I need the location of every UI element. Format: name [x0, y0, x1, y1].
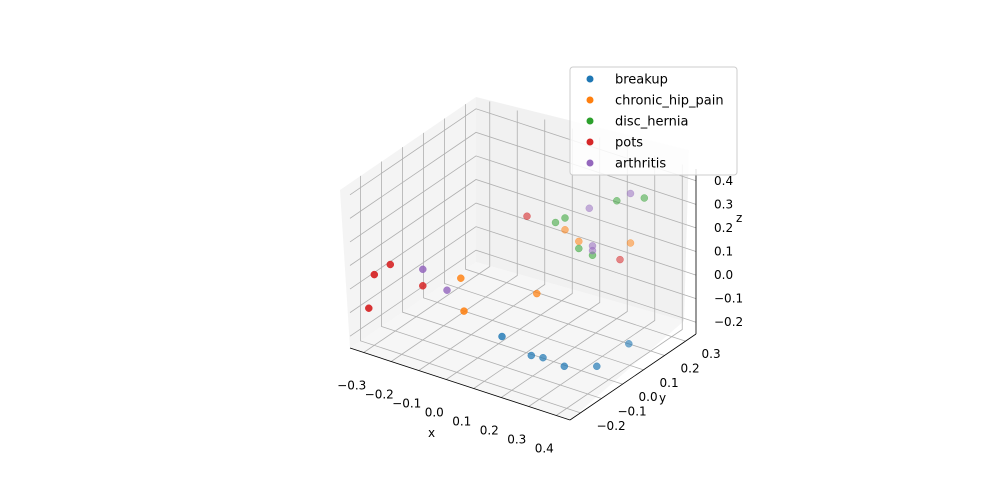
grid-lines	[349, 101, 697, 416]
point-arthritis	[419, 265, 427, 274]
grid-line-z	[349, 131, 697, 219]
point-breakup	[527, 351, 536, 360]
pane-left-wall	[340, 97, 476, 348]
legend-box	[569, 66, 738, 176]
y-tick-label: −0.1	[618, 405, 647, 419]
legend-marker-breakup	[586, 75, 594, 83]
x-tick-label: 0.0	[425, 406, 444, 420]
z-tick-label: 0.1	[714, 245, 733, 259]
point-breakup	[539, 353, 547, 362]
grid-line-x	[473, 137, 601, 389]
tick-labels: −0.3−0.2−0.10.00.10.20.30.4−0.2−0.10.00.…	[337, 174, 743, 456]
grid-line-y	[381, 161, 602, 399]
grid-line-z	[349, 155, 697, 243]
grid-line-x	[446, 128, 573, 380]
point-disc-hernia	[551, 218, 560, 227]
y-tick-label: 0.1	[660, 376, 679, 390]
point-pots	[365, 304, 373, 312]
grid-line-y	[402, 147, 623, 385]
point-pots	[523, 212, 531, 220]
point-pots	[616, 255, 624, 264]
grid-line-y	[465, 104, 686, 342]
point-arthritis	[585, 204, 594, 213]
point-disc-hernia	[613, 197, 621, 205]
legend-label-pots: pots	[615, 136, 643, 151]
axis-lines	[349, 169, 697, 421]
grid-line-y	[444, 118, 665, 356]
point-pots	[370, 270, 379, 279]
grid-line-y	[423, 132, 644, 371]
grid-line-x	[418, 119, 546, 371]
legend-label-disc-hernia: disc_hernia	[615, 115, 688, 130]
grid-line-x	[501, 146, 628, 398]
grid-line-z	[349, 202, 697, 290]
point-disc-hernia	[561, 214, 569, 222]
x-axis-label: x	[428, 426, 435, 440]
point-chronic-hip-pain	[457, 274, 465, 282]
y-tick-label: 0.2	[681, 362, 700, 376]
point-breakup	[560, 362, 569, 371]
point-pots	[419, 282, 427, 290]
point-chronic-hip-pain	[575, 237, 583, 246]
x-tick-label: 0.2	[480, 424, 499, 438]
legend-label-arthritis: arthritis	[615, 157, 666, 172]
point-chronic-hip-pain	[561, 226, 569, 234]
x-tick-label: 0.1	[452, 415, 471, 429]
point-disc-hernia	[640, 194, 649, 202]
x-tick-label: −0.2	[365, 388, 394, 402]
point-arthritis	[443, 286, 451, 294]
grid-line-x	[391, 110, 518, 362]
grid-line-y	[360, 175, 581, 414]
z-tick-label: −0.1	[714, 292, 743, 306]
legend-marker-pots	[586, 138, 594, 146]
point-arthritis	[626, 189, 635, 198]
z-axis-label: z	[736, 211, 742, 225]
point-breakup	[625, 340, 633, 348]
point-breakup	[498, 332, 506, 341]
x-tick-label: −0.1	[392, 397, 421, 411]
y-axis-line	[569, 333, 697, 421]
grid-line-z	[349, 226, 697, 313]
point-breakup	[593, 362, 601, 371]
z-tick-label: 0.4	[714, 174, 733, 188]
y-axis-label: y	[659, 391, 666, 405]
legend-label-breakup: breakup	[615, 73, 668, 88]
grid-line-x	[363, 101, 491, 353]
z-tick-label: −0.2	[714, 315, 743, 329]
grid-line-x	[556, 164, 683, 416]
grid-line-z	[349, 249, 697, 337]
z-tick-label: 0.0	[714, 268, 733, 282]
legend-marker-chronic-hip-pain	[586, 96, 594, 104]
point-chronic-hip-pain	[460, 307, 468, 315]
z-tick-label: 0.2	[714, 221, 733, 235]
y-tick-label: 0.3	[702, 347, 721, 361]
point-disc-hernia	[575, 244, 583, 253]
point-arthritis	[588, 242, 597, 250]
data-points	[365, 189, 649, 371]
z-tick-label: 0.3	[714, 197, 733, 211]
x-tick-label: 0.4	[535, 442, 554, 456]
point-chronic-hip-pain	[626, 239, 635, 247]
x-axis-line	[349, 347, 571, 421]
grid-line-x	[528, 155, 656, 407]
point-pots	[386, 260, 395, 269]
y-tick-label: −0.2	[597, 419, 626, 433]
y-tick-label: 0.0	[639, 390, 658, 404]
legend-label-chronic-hip-pain: chronic_hip_pain	[615, 94, 724, 109]
x-tick-label: 0.3	[507, 433, 526, 447]
legend-marker-arthritis	[586, 159, 594, 167]
legend-marker-disc-hernia	[586, 117, 594, 125]
grid-line-z	[349, 179, 697, 266]
x-tick-label: −0.3	[337, 379, 366, 393]
point-chronic-hip-pain	[533, 289, 541, 298]
